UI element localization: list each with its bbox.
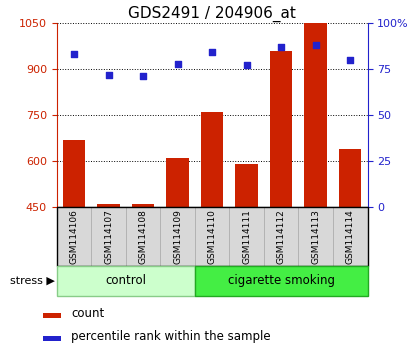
Point [174,61,181,66]
Text: count: count [71,307,104,320]
Point [105,72,112,78]
Bar [304,23,327,207]
Bar [63,139,85,207]
Text: GSM114114: GSM114114 [346,209,355,264]
Bar [339,149,362,207]
Point [312,42,319,48]
Text: GSM114106: GSM114106 [69,209,79,264]
Bar [43,313,61,319]
Bar [166,158,189,207]
FancyBboxPatch shape [264,207,299,266]
FancyBboxPatch shape [57,207,91,266]
Bar [236,164,258,207]
Point [209,50,215,55]
Text: cigarette smoking: cigarette smoking [228,274,335,287]
Bar [201,112,223,207]
FancyBboxPatch shape [299,207,333,266]
Bar [132,204,154,207]
Title: GDS2491 / 204906_at: GDS2491 / 204906_at [128,5,296,22]
FancyBboxPatch shape [57,266,195,296]
FancyBboxPatch shape [229,207,264,266]
Text: GSM114113: GSM114113 [311,209,320,264]
Text: GSM114109: GSM114109 [173,209,182,264]
Point [278,44,284,50]
FancyBboxPatch shape [195,266,368,296]
Text: control: control [105,274,146,287]
Text: GSM114108: GSM114108 [139,209,147,264]
Point [140,74,147,79]
Text: GSM114107: GSM114107 [104,209,113,264]
Text: GSM114110: GSM114110 [207,209,217,264]
FancyBboxPatch shape [126,207,160,266]
FancyBboxPatch shape [160,207,195,266]
Bar [270,51,292,207]
Text: percentile rank within the sample: percentile rank within the sample [71,330,270,343]
Text: GSM114111: GSM114111 [242,209,251,264]
Point [71,51,77,57]
FancyBboxPatch shape [195,207,229,266]
Point [347,57,354,63]
Point [243,63,250,68]
Text: GSM114112: GSM114112 [277,209,286,264]
FancyBboxPatch shape [91,207,126,266]
Bar [43,336,61,342]
Text: stress ▶: stress ▶ [10,275,55,286]
FancyBboxPatch shape [333,207,368,266]
Bar [97,204,120,207]
